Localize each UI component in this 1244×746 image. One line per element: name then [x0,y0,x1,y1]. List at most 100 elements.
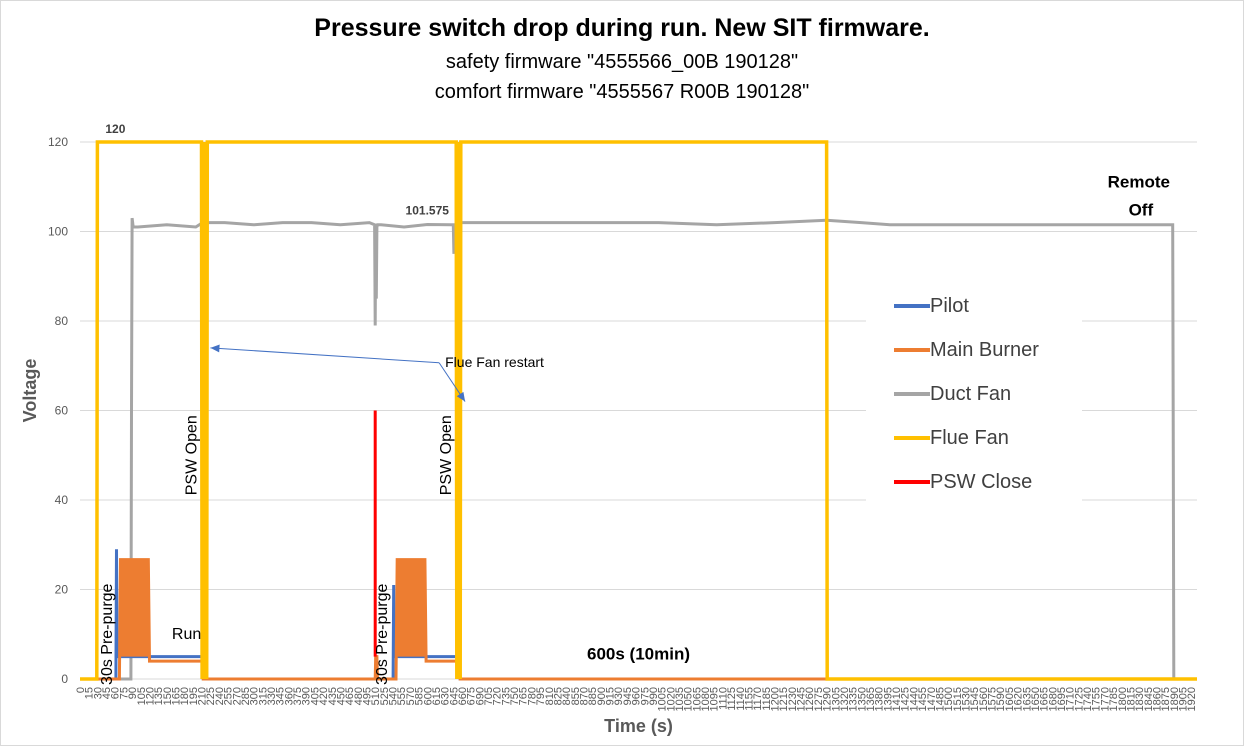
x-tick-label: 1500 [943,687,955,711]
x-tick-label: 330 [266,687,278,705]
x-tick-label: 540 [388,687,400,705]
x-tick-label: 1095 [709,687,721,711]
x-tick-label: 1470 [926,687,938,711]
annotation-remote-off: Remote Off [1108,173,1170,220]
x-tick-label: 135 [153,687,165,705]
x-tick-label: 1785 [1108,687,1120,711]
x-tick-label: 465 [344,687,356,705]
x-tick-label: 105 [136,687,148,705]
x-tick-label: 1125 [726,687,738,711]
annotation-arrow [210,347,440,364]
legend-swatch [894,480,930,484]
legend-swatch [894,348,930,352]
x-tick-label: 1110 [717,687,729,710]
x-tick-label: 495 [361,687,373,705]
x-tick-label: 705 [483,687,495,705]
x-tick-label: 1620 [1013,687,1025,711]
x-tick-label: 345 [275,687,287,705]
x-tick-label: 300 [249,687,261,705]
x-tick-label: 1665 [1039,687,1051,711]
chart-subtitle-safety: safety firmware "4555566_00B 190128" [445,51,799,73]
annotation-vertical: PSW Open [184,415,201,495]
y-tick-label: 0 [61,672,68,686]
x-tick-label: 645 [448,687,460,705]
x-tick-label: 615 [431,687,443,705]
x-tick-label: 180 [179,687,191,705]
x-tick-label: 1875 [1160,687,1172,711]
y-tick-label: 120 [48,135,68,149]
x-tick-label: 1065 [691,687,703,711]
data-label: 120 [105,122,125,136]
x-tick-label: 1020 [665,687,677,711]
x-tick-label: 195 [188,687,200,705]
x-tick-label: 390 [301,687,313,705]
x-tick-label: 1830 [1134,687,1146,711]
x-tick-label: 1815 [1125,687,1137,711]
x-tick-label: 1890 [1169,687,1181,711]
x-tick-label: 825 [552,687,564,705]
x-tick-label: 735 [500,687,512,705]
series-flue-fan [80,140,1197,681]
x-tick-label: 1260 [804,687,816,711]
legend: Pilot Main Burner Duct Fan Flue Fan PSW Clos… [866,283,1082,511]
x-tick-label: 1035 [674,687,686,711]
legend-swatch [894,392,930,396]
x-tick-label: 1305 [830,687,842,711]
x-tick-label: 1590 [995,687,1007,711]
annotation-arrowhead [210,344,220,353]
x-tick-label: 1200 [770,687,782,711]
x-tick-label: 765 [518,687,530,705]
y-tick-label: 60 [55,404,69,418]
x-tick-label: 1695 [1056,687,1068,711]
annotation-vertical: 30s Pre-purge [374,583,391,684]
y-tick-label: 100 [48,225,68,239]
x-tick-label: 1755 [1091,687,1103,711]
x-tick-label: 1320 [839,687,851,711]
x-tick-label: 675 [466,687,478,705]
y-axis-title: Voltage [20,359,40,423]
x-tick-label: 285 [240,687,252,705]
legend-item-main-burner: Main Burner [894,337,1039,363]
annotation-vertical: PSW Open [438,415,455,495]
x-tick-label: 375 [292,687,304,705]
x-tick-label: 270 [231,687,243,705]
x-tick-label: 780 [526,687,538,705]
x-tick-label: 945 [622,687,634,705]
x-tick-label: 1800 [1117,687,1129,711]
x-tick-label: 990 [648,687,660,705]
x-tick-label: 1710 [1065,687,1077,711]
annotations: 120 101.575 30s Pre-purge Run PSW Open Flue F… [99,122,1170,685]
x-tick-label: 795 [535,687,547,705]
x-tick-label: 240 [214,687,226,705]
x-tick-label: 1680 [1047,687,1059,711]
legend-item-flue-fan: Flue Fan [894,425,1009,451]
x-tick-label: 600 [422,687,434,705]
x-tick-label: 1185 [761,687,773,711]
x-tick-label: 30 [92,687,104,699]
x-tick-label: 960 [631,687,643,705]
x-tick-label: 1380 [874,687,886,711]
chart-subtitle-comfort: comfort firmware "4555567 R00B 190128" [434,81,810,103]
annotation-run: Run [172,626,201,643]
x-tick-label: 1335 [848,687,860,711]
x-tick-label: 1050 [683,687,695,711]
x-tick-label: 435 [327,687,339,705]
x-tick-label: 1845 [1143,687,1155,711]
chart-title: Pressure switch drop during run. New SIT… [314,14,930,42]
series-duct-fan [80,217,1197,681]
x-tick-label: 480 [353,687,365,705]
y-tick-label: 40 [55,493,69,507]
x-tick-label: 570 [405,687,417,705]
x-tick-label: 1650 [1030,687,1042,711]
x-tick-label: 1605 [1004,687,1016,711]
x-tick-label: 585 [414,687,426,705]
x-tick-label: 1425 [900,687,912,711]
x-tick-label: 120 [144,687,156,705]
x-tick-label: 1530 [960,687,972,711]
x-tick-label: 975 [639,687,651,705]
x-tick-label: 210 [197,687,209,705]
x-tick-label: 1410 [891,687,903,711]
x-tick-label: 15 [84,687,96,699]
x-tick-label: 1905 [1178,687,1190,711]
